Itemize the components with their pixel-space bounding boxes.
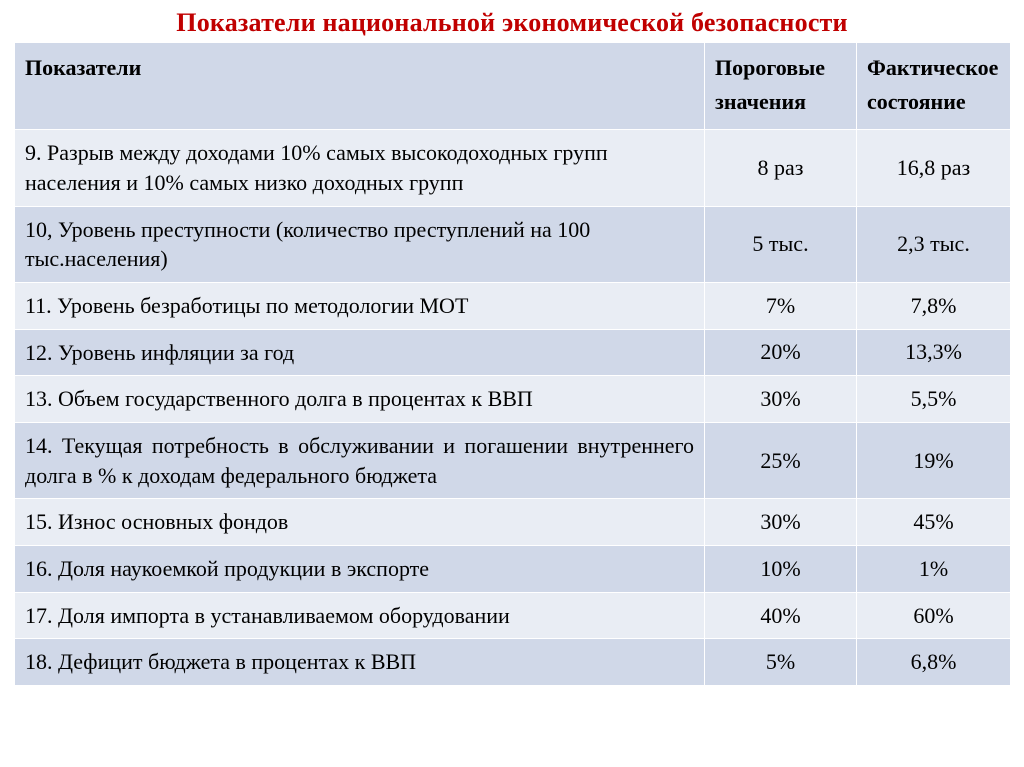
- cell-actual: 60%: [857, 592, 1011, 639]
- cell-indicator: 10, Уровень преступности (количество пре…: [15, 206, 705, 282]
- cell-actual: 1%: [857, 546, 1011, 593]
- cell-indicator: 9. Разрыв между доходами 10% самых высок…: [15, 130, 705, 206]
- table-row: 12. Уровень инфляции за год20%13,3%: [15, 329, 1011, 376]
- cell-indicator: 13. Объем государственного долга в проце…: [15, 376, 705, 423]
- cell-actual: 5,5%: [857, 376, 1011, 423]
- table-row: 17. Доля импорта в устанавливаемом обору…: [15, 592, 1011, 639]
- cell-actual: 45%: [857, 499, 1011, 546]
- cell-actual: 7,8%: [857, 282, 1011, 329]
- cell-threshold: 30%: [705, 376, 857, 423]
- cell-indicator: 12. Уровень инфляции за год: [15, 329, 705, 376]
- cell-threshold: 5 тыс.: [705, 206, 857, 282]
- slide: Показатели национальной экономической бе…: [0, 0, 1024, 767]
- header-indicator: Показатели: [15, 43, 705, 130]
- table-row: 15. Износ основных фондов30%45%: [15, 499, 1011, 546]
- cell-threshold: 8 раз: [705, 130, 857, 206]
- table-row: 11. Уровень безработицы по методологии М…: [15, 282, 1011, 329]
- cell-actual: 16,8 раз: [857, 130, 1011, 206]
- table-row: 14. Текущая потребность в обслуживании и…: [15, 423, 1011, 499]
- cell-indicator: 18. Дефицит бюджета в процентах к ВВП: [15, 639, 705, 686]
- header-actual: Фактическое состояние: [857, 43, 1011, 130]
- cell-indicator: 11. Уровень безработицы по методологии М…: [15, 282, 705, 329]
- cell-threshold: 10%: [705, 546, 857, 593]
- table-header: Показатели Пороговые значения Фактическо…: [15, 43, 1011, 130]
- cell-threshold: 7%: [705, 282, 857, 329]
- table-row: 10, Уровень преступности (количество пре…: [15, 206, 1011, 282]
- header-row: Показатели Пороговые значения Фактическо…: [15, 43, 1011, 130]
- table-row: 18. Дефицит бюджета в процентах к ВВП5%6…: [15, 639, 1011, 686]
- cell-actual: 19%: [857, 423, 1011, 499]
- cell-indicator: 16. Доля наукоемкой продукции в экспорте: [15, 546, 705, 593]
- table-row: 13. Объем государственного долга в проце…: [15, 376, 1011, 423]
- cell-threshold: 30%: [705, 499, 857, 546]
- cell-actual: 2,3 тыс.: [857, 206, 1011, 282]
- cell-indicator: 14. Текущая потребность в обслуживании и…: [15, 423, 705, 499]
- cell-actual: 6,8%: [857, 639, 1011, 686]
- cell-threshold: 5%: [705, 639, 857, 686]
- table-row: 16. Доля наукоемкой продукции в экспорте…: [15, 546, 1011, 593]
- cell-indicator: 15. Износ основных фондов: [15, 499, 705, 546]
- header-threshold: Пороговые значения: [705, 43, 857, 130]
- cell-threshold: 25%: [705, 423, 857, 499]
- cell-indicator: 17. Доля импорта в устанавливаемом обору…: [15, 592, 705, 639]
- table-row: 9. Разрыв между доходами 10% самых высок…: [15, 130, 1011, 206]
- cell-actual: 13,3%: [857, 329, 1011, 376]
- cell-threshold: 40%: [705, 592, 857, 639]
- slide-title: Показатели национальной экономической бе…: [0, 0, 1024, 42]
- cell-threshold: 20%: [705, 329, 857, 376]
- table-body: 9. Разрыв между доходами 10% самых высок…: [15, 130, 1011, 686]
- indicators-table: Показатели Пороговые значения Фактическо…: [14, 42, 1011, 686]
